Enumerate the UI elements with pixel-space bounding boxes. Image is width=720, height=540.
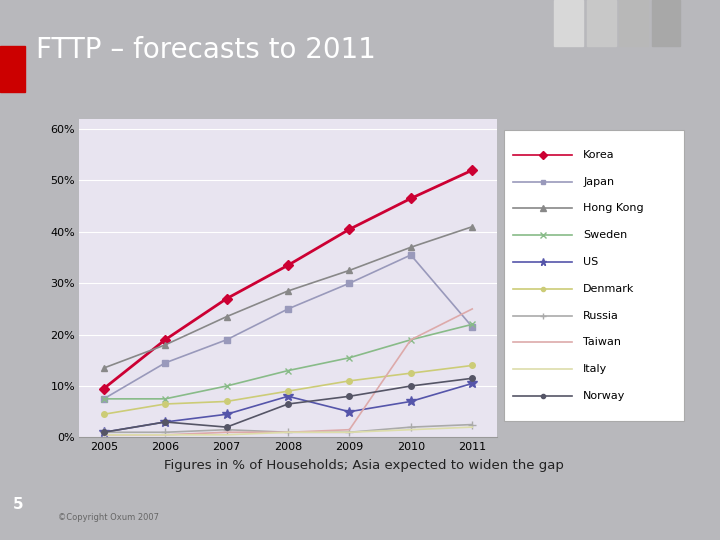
Denmark	[407, 370, 415, 376]
Hong Kong	[407, 244, 415, 251]
Text: Norway: Norway	[583, 391, 626, 401]
Sweden	[468, 321, 477, 328]
Text: Korea: Korea	[583, 150, 615, 160]
Taiwan	[345, 427, 354, 433]
Italy	[284, 429, 292, 435]
Japan	[284, 306, 292, 312]
US	[161, 418, 169, 425]
Korea	[468, 167, 477, 173]
Taiwan	[407, 336, 415, 343]
Denmark	[468, 362, 477, 369]
Norway	[284, 401, 292, 407]
Norway	[407, 383, 415, 389]
Taiwan	[99, 431, 108, 438]
Italy	[468, 424, 477, 430]
Japan	[99, 396, 108, 402]
Korea	[345, 226, 354, 233]
Text: Figures in % of Households; Asia expected to widen the gap: Figures in % of Households; Asia expecte…	[163, 459, 564, 472]
Line: Korea: Korea	[100, 167, 476, 392]
Text: US: US	[583, 257, 598, 267]
Line: Italy: Italy	[104, 427, 472, 435]
Text: Taiwan: Taiwan	[583, 338, 621, 347]
Japan	[407, 252, 415, 258]
Bar	[652, 0, 680, 46]
Korea	[222, 295, 231, 302]
Korea	[161, 336, 169, 343]
Denmark	[345, 377, 354, 384]
Taiwan	[222, 429, 231, 435]
Line: Taiwan: Taiwan	[104, 309, 472, 435]
Hong Kong	[99, 365, 108, 372]
Line: Sweden: Sweden	[100, 321, 476, 402]
Italy	[407, 427, 415, 433]
Line: Denmark: Denmark	[101, 363, 475, 417]
Russia	[468, 421, 477, 428]
Text: Japan: Japan	[583, 177, 614, 186]
US	[284, 393, 292, 400]
Bar	[587, 0, 616, 46]
Japan	[222, 336, 231, 343]
Text: ©Copyright Oxum 2007: ©Copyright Oxum 2007	[58, 513, 158, 522]
Text: Hong Kong: Hong Kong	[583, 204, 644, 213]
Denmark	[99, 411, 108, 417]
Text: 5: 5	[13, 497, 24, 512]
Russia	[99, 429, 108, 435]
Russia	[407, 424, 415, 430]
Norway	[468, 375, 477, 382]
Line: Hong Kong: Hong Kong	[100, 223, 476, 372]
Norway	[161, 418, 169, 425]
Sweden	[345, 354, 354, 361]
Line: US: US	[99, 379, 477, 437]
Italy	[345, 429, 354, 435]
US	[222, 411, 231, 417]
Hong Kong	[222, 313, 231, 320]
Sweden	[161, 396, 169, 402]
Hong Kong	[468, 224, 477, 230]
Norway	[345, 393, 354, 400]
Text: Denmark: Denmark	[583, 284, 634, 294]
Hong Kong	[161, 342, 169, 348]
Hong Kong	[345, 267, 354, 274]
Bar	[0, 46, 25, 92]
Text: Italy: Italy	[583, 364, 608, 374]
Sweden	[99, 396, 108, 402]
Bar	[619, 0, 648, 46]
Bar	[554, 0, 583, 46]
Korea	[407, 195, 415, 202]
Russia	[161, 429, 169, 435]
Japan	[468, 323, 477, 330]
Italy	[99, 431, 108, 438]
Japan	[161, 360, 169, 366]
US	[99, 429, 108, 435]
US	[345, 408, 354, 415]
Denmark	[161, 401, 169, 407]
Text: FTTP – forecasts to 2011: FTTP – forecasts to 2011	[36, 37, 376, 64]
Taiwan	[161, 431, 169, 438]
Russia	[222, 427, 231, 433]
Norway	[222, 424, 231, 430]
Line: Russia: Russia	[99, 420, 477, 436]
Denmark	[284, 388, 292, 394]
Line: Norway: Norway	[101, 375, 475, 435]
Italy	[161, 431, 169, 438]
Hong Kong	[284, 288, 292, 294]
US	[468, 380, 477, 387]
Norway	[99, 429, 108, 435]
Sweden	[407, 336, 415, 343]
Italy	[222, 431, 231, 438]
Taiwan	[284, 429, 292, 435]
Sweden	[222, 383, 231, 389]
Russia	[284, 429, 292, 435]
US	[407, 398, 415, 404]
Japan	[345, 280, 354, 287]
Text: Sweden: Sweden	[583, 230, 627, 240]
Russia	[345, 429, 354, 435]
Korea	[284, 262, 292, 268]
Taiwan	[468, 306, 477, 312]
Denmark	[222, 398, 231, 404]
Sweden	[284, 367, 292, 374]
Text: Russia: Russia	[583, 310, 619, 321]
Line: Japan: Japan	[101, 252, 475, 402]
Korea	[99, 386, 108, 392]
